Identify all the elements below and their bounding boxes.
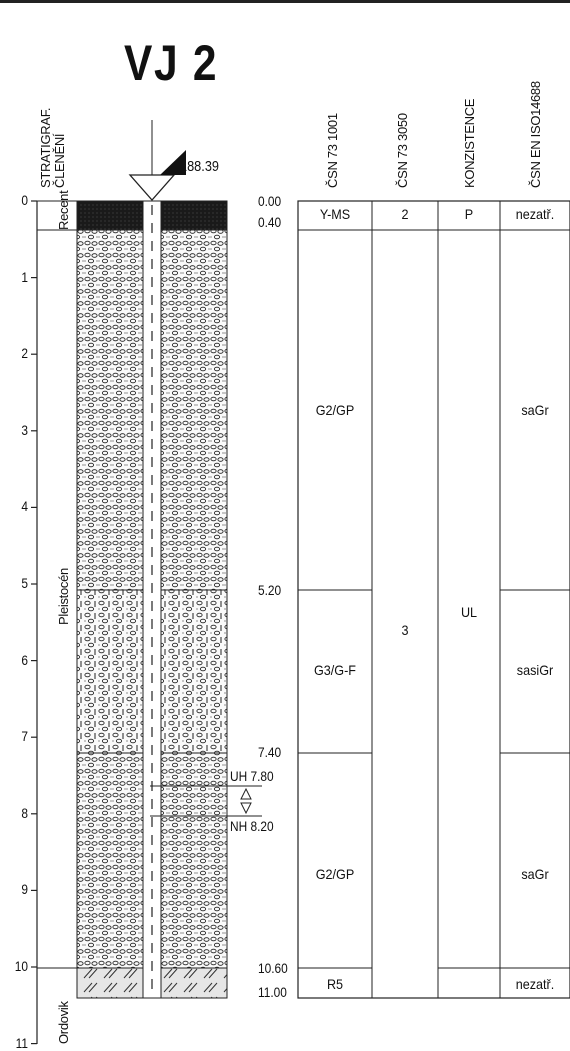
depth-tick-label: 6 bbox=[21, 651, 28, 668]
top-border bbox=[0, 0, 570, 3]
lith-right-gravel-2 bbox=[160, 752, 228, 969]
cell-csn-en-iso: saGr bbox=[521, 866, 549, 882]
depth-tick-label: 11 bbox=[15, 1034, 28, 1051]
lith-left-gravel-silt bbox=[76, 589, 144, 754]
layer-depth-label: 11.00 bbox=[258, 984, 287, 1000]
cell-konzistence: P bbox=[464, 206, 474, 222]
cell-csn-en-iso: nezatř. bbox=[515, 976, 555, 992]
strat-ordovik: Ordovik bbox=[56, 1001, 71, 1044]
lith-left-gravel-1 bbox=[76, 229, 144, 591]
depth-tick-label: 1 bbox=[21, 268, 28, 285]
depth-tick-label: 4 bbox=[21, 498, 28, 515]
cell-csn-en-iso: saGr bbox=[521, 402, 549, 418]
depth-tick-label: 8 bbox=[21, 804, 28, 821]
cell-csn-en-iso: sasiGr bbox=[516, 662, 554, 678]
lith-left-topsoil bbox=[76, 200, 144, 231]
cell-csn-en-iso: nezatř. bbox=[515, 206, 555, 222]
groundwater-upper-label: UH 7.80 bbox=[230, 768, 274, 784]
depth-tick-label: 7 bbox=[21, 728, 28, 745]
lith-right-rock bbox=[160, 967, 228, 999]
depth-tick-label: 0 bbox=[21, 192, 28, 208]
strat-recent: Recent bbox=[56, 190, 71, 230]
cell-csn-73-1001: G2/GP bbox=[315, 402, 355, 418]
lith-left-gravel-2 bbox=[76, 752, 144, 969]
elevation-marker-icon bbox=[128, 174, 176, 201]
groundwater-up-icon bbox=[240, 787, 252, 800]
layer-depth-label: 10.60 bbox=[258, 960, 288, 976]
lith-right-gravel-1 bbox=[160, 229, 228, 591]
layer-depth-label: 7.40 bbox=[258, 744, 282, 760]
depth-tick-label: 5 bbox=[21, 575, 28, 591]
layer-depth-label: 5.20 bbox=[258, 582, 282, 598]
cell-csn-73-3050: 2 bbox=[401, 206, 409, 222]
cell-csn-73-1001: R5 bbox=[326, 976, 344, 992]
cell-csn-73-1001: G3/G-F bbox=[313, 662, 356, 678]
depth-tick-label: 9 bbox=[21, 881, 28, 898]
lith-left-rock bbox=[76, 967, 144, 999]
depth-axis-ticks bbox=[31, 200, 37, 1045]
cell-konzistence: UL bbox=[460, 604, 478, 620]
cell-csn-73-1001: G2/GP bbox=[315, 866, 355, 882]
depth-tick-label: 2 bbox=[21, 345, 28, 362]
depth-tick-label: 3 bbox=[21, 421, 28, 438]
borehole-title: VJ 2 bbox=[124, 35, 219, 91]
layer-depth-label: 0.00 bbox=[258, 193, 282, 209]
depth-tick-label: 10 bbox=[14, 958, 28, 974]
layer-table-frame bbox=[297, 200, 570, 999]
cell-csn-73-3050: 3 bbox=[401, 622, 409, 638]
elevation-label: 188.39 bbox=[180, 158, 220, 175]
lith-right-topsoil bbox=[160, 200, 228, 231]
elevation-flag-icon bbox=[160, 150, 186, 175]
lith-right-gravel-silt bbox=[160, 589, 228, 754]
groundwater-down-icon bbox=[240, 802, 252, 815]
layer-depth-label: 0.40 bbox=[258, 214, 282, 230]
cell-csn-73-1001: Y-MS bbox=[319, 206, 351, 222]
groundwater-lower-label: NH 8.20 bbox=[230, 818, 274, 834]
strat-pleistocen: Pleistocén bbox=[56, 568, 71, 625]
